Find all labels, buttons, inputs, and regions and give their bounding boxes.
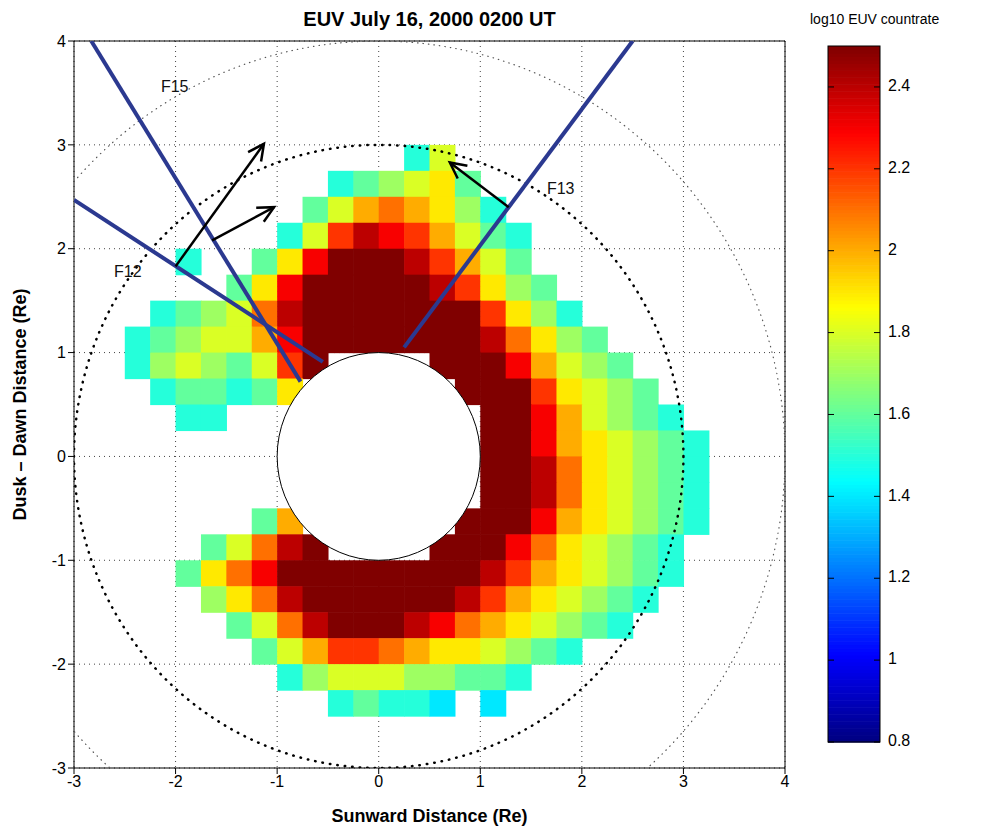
svg-text:2: 2 (57, 240, 66, 257)
svg-text:Sunward Distance (Re): Sunward Distance (Re) (331, 806, 527, 826)
svg-text:3: 3 (57, 137, 66, 154)
svg-text:0.8: 0.8 (888, 732, 910, 749)
svg-text:1.2: 1.2 (888, 568, 910, 585)
svg-text:-3: -3 (67, 773, 81, 790)
svg-text:Dusk – Dawn Distance (Re): Dusk – Dawn Distance (Re) (10, 288, 30, 520)
svg-text:-1: -1 (270, 773, 284, 790)
svg-text:1.6: 1.6 (888, 405, 910, 422)
svg-text:2.4: 2.4 (888, 77, 910, 94)
svg-text:1: 1 (57, 344, 66, 361)
svg-text:F13: F13 (547, 180, 575, 197)
html-text:EUV July 16, 2000 0200 UT: EUV July 16, 2000 0200 UT (303, 8, 556, 30)
svg-text:log10 EUV countrate: log10 EUV countrate (810, 11, 939, 27)
svg-text:F15: F15 (161, 78, 189, 95)
svg-text:2: 2 (577, 773, 586, 790)
svg-text:3: 3 (679, 773, 688, 790)
svg-text:2.2: 2.2 (888, 159, 910, 176)
svg-text:1.4: 1.4 (888, 487, 910, 504)
svg-text:4: 4 (57, 33, 66, 50)
svg-text:2: 2 (888, 241, 897, 258)
svg-text:-1: -1 (52, 552, 66, 569)
svg-text:F12: F12 (114, 263, 142, 280)
svg-text:4: 4 (781, 773, 790, 790)
svg-text:1: 1 (476, 773, 485, 790)
svg-text:1.8: 1.8 (888, 323, 910, 340)
svg-text:0: 0 (57, 448, 66, 465)
svg-text:-2: -2 (52, 656, 66, 673)
svg-text:1: 1 (888, 650, 897, 667)
svg-text:-3: -3 (52, 760, 66, 777)
svg-text:-2: -2 (168, 773, 182, 790)
svg-text:0: 0 (374, 773, 383, 790)
